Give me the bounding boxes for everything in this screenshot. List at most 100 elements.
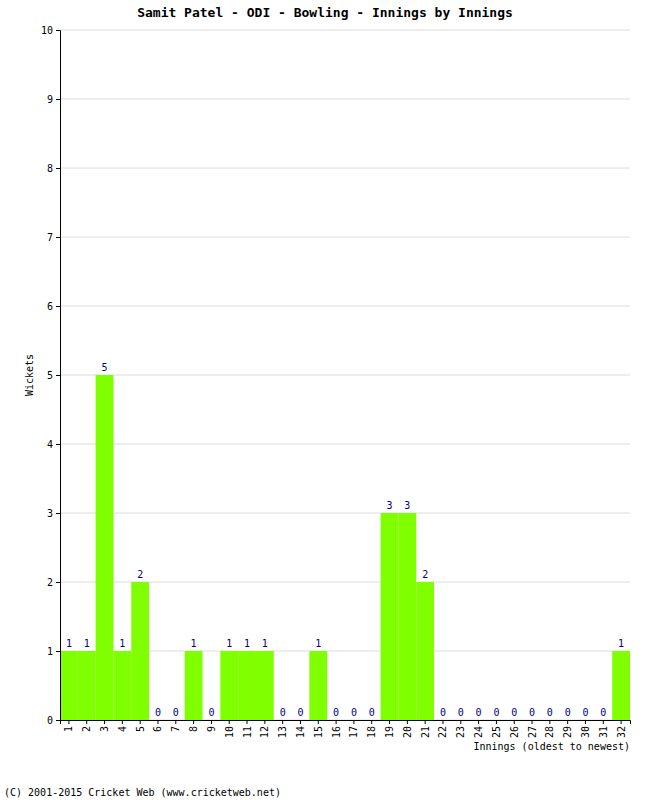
data-label: 1 [315,638,321,649]
x-tick-mark [514,720,515,724]
data-label: 0 [476,707,482,718]
x-tick-label: 2 [81,726,92,732]
bar [185,651,203,720]
x-tick-label: 11 [242,726,253,738]
x-tick-mark [247,720,248,724]
grid-line [60,306,630,307]
y-tick-mark [56,306,60,307]
x-tick-label: 10 [224,726,235,738]
x-tick-label: 3 [99,726,110,732]
x-tick-mark [460,720,461,724]
x-tick-mark [193,720,194,724]
x-tick: 2 [81,720,92,732]
y-tick-mark [56,444,60,445]
x-tick: 15 [313,720,324,738]
bar [594,720,612,721]
y-tick-label: 6 [47,301,53,312]
x-tick: 9 [206,720,217,732]
y-tick-mark [56,651,60,652]
x-tick-label: 20 [402,726,413,738]
bar [363,720,381,721]
x-tick-label: 30 [580,726,591,738]
x-tick-mark [264,720,265,724]
x-tick-mark [603,720,604,724]
y-tick-mark [56,375,60,376]
title: Samit Patel - ODI - Bowling - Innings by… [137,5,513,20]
bar [612,651,630,720]
x-tick: 25 [491,720,502,738]
bar [559,720,577,721]
x-tick-label: 7 [170,726,181,732]
grid-line [60,237,630,238]
y-tick: 1 [47,646,60,657]
data-label: 1 [244,638,250,649]
bar [96,375,114,720]
x-tick-mark [336,720,337,724]
bar [238,651,256,720]
x-tick-mark [389,720,390,724]
y-tick-mark [56,237,60,238]
y-tick-label: 5 [47,370,53,381]
plot: 0123456789101234567891011121314151617181… [41,25,631,738]
x-tick: 16 [331,720,342,738]
y-tick-mark [56,720,60,721]
x-tick-label: 9 [206,726,217,732]
y-axis: 012345678910 [41,25,61,726]
x-tick-label: 15 [313,726,324,738]
y-tick-mark [56,30,60,31]
data-label: 0 [333,707,339,718]
x-tick-label: 32 [616,726,627,738]
y-tick: 9 [47,94,60,105]
data-label: 0 [440,707,446,718]
y-tick-label: 8 [47,163,53,174]
data-label: 0 [297,707,303,718]
x-tick-label: 6 [152,726,163,732]
bar [309,651,327,720]
bar [523,720,541,721]
x-tick-mark [229,720,230,724]
data-label: 1 [226,638,232,649]
x-tick: 29 [562,720,573,738]
x-axis-line [61,721,631,725]
y-tick: 6 [47,301,60,312]
y-tick-label: 4 [47,439,53,450]
data-label: 0 [529,707,535,718]
bar [113,651,131,720]
x-tick-mark [282,720,283,724]
x-tick-mark [353,720,354,724]
bar [541,720,559,721]
y-tick: 8 [47,163,60,174]
x-tick-label: 18 [366,726,377,738]
x-tick-label: 16 [331,726,342,738]
data-label: 3 [387,500,393,511]
x-tick-mark [104,720,105,724]
x-tick-label: 23 [455,726,466,738]
bar [292,720,310,721]
y-tick-label: 0 [47,715,53,726]
data-label: 1 [119,638,125,649]
bar [434,720,452,721]
grid-line [60,513,630,514]
x-tick-mark [157,720,158,724]
y-tick-mark [56,513,60,514]
bar [488,720,506,721]
chart: 0123456789101234567891011121314151617181… [0,0,650,800]
x-tick-mark [442,720,443,724]
data-label: 0 [155,707,161,718]
x-tick-mark [175,720,176,724]
bar [167,720,185,721]
x-axis: 1234567891011121314151617181920212223242… [61,720,631,738]
y-axis-line [56,31,61,721]
x-tick-label: 29 [562,726,573,738]
data-label: 0 [369,707,375,718]
x-tick-label: 21 [420,726,431,738]
data-label: 0 [493,707,499,718]
x-tick-label: 12 [259,726,270,738]
bar [220,651,238,720]
x-tick-mark [300,720,301,724]
x-tick: 19 [384,720,395,738]
x-tick-label: 8 [188,726,199,732]
bar [274,720,292,721]
bar [327,720,345,721]
data-label: 1 [84,638,90,649]
